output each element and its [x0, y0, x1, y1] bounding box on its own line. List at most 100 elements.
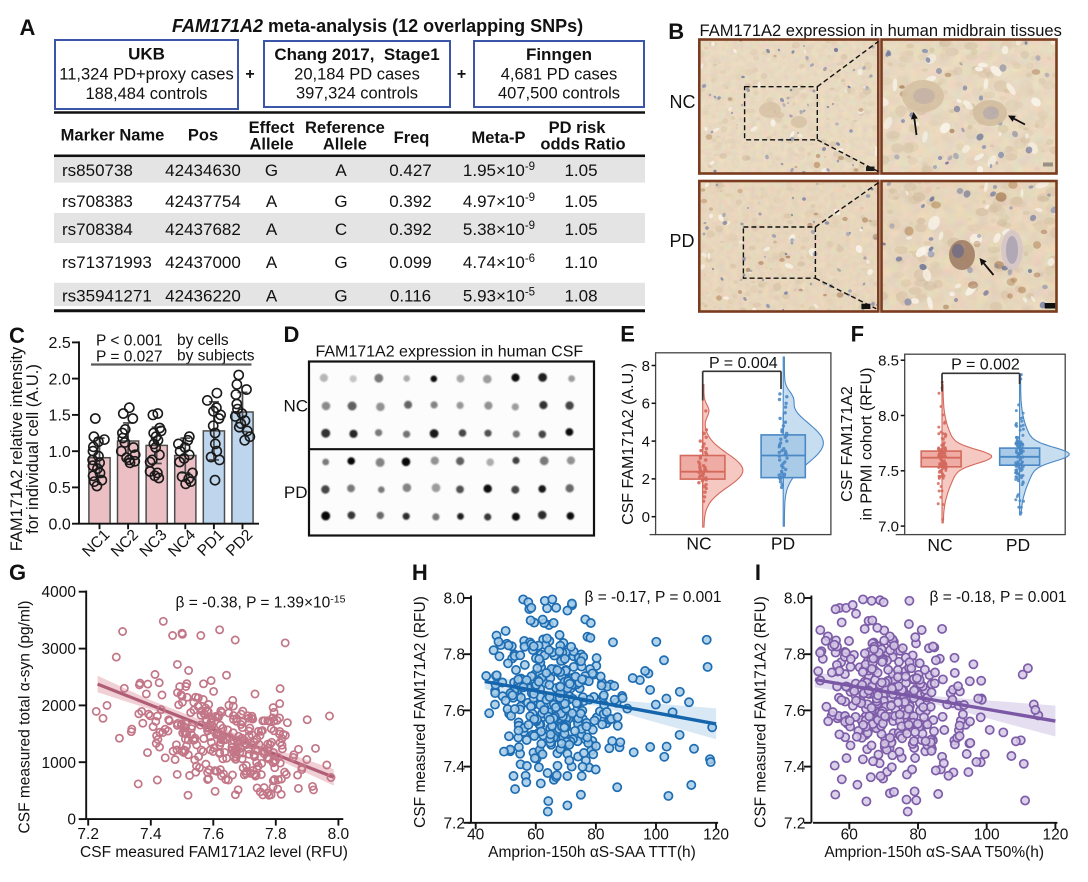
- svg-text:Reference: Reference: [305, 119, 385, 137]
- svg-text:7.2: 7.2: [77, 826, 99, 843]
- svg-text:P = 0.027: P = 0.027: [96, 349, 163, 366]
- svg-text:4.74×10-6: 4.74×10-6: [463, 253, 535, 272]
- svg-text:Effect: Effect: [249, 119, 295, 137]
- svg-text:0.392: 0.392: [389, 220, 432, 239]
- svg-text:42436220: 42436220: [165, 287, 241, 306]
- svg-text:Chang 2017, Stage1: Chang 2017, Stage1: [274, 45, 439, 64]
- svg-text:I: I: [755, 560, 761, 585]
- svg-text:G: G: [9, 560, 26, 585]
- svg-text:42437754: 42437754: [165, 192, 241, 211]
- svg-text:P = 0.004: P = 0.004: [709, 355, 778, 372]
- svg-text:2000: 2000: [42, 698, 77, 715]
- svg-text:NC: NC: [927, 535, 952, 555]
- svg-text:PD: PD: [284, 483, 308, 502]
- svg-text:PD risk: PD risk: [549, 119, 607, 137]
- svg-text:0: 0: [642, 509, 650, 526]
- svg-text:4.97×10-9: 4.97×10-9: [463, 192, 535, 211]
- svg-text:UKB: UKB: [128, 45, 165, 64]
- svg-text:G: G: [334, 192, 347, 211]
- svg-text:0.392: 0.392: [389, 192, 432, 211]
- svg-text:FAM171A2 meta-analysis (12 ove: FAM171A2 meta-analysis (12 overlapping S…: [172, 16, 583, 36]
- svg-text:β = -0.17, P = 0.001: β = -0.17, P = 0.001: [584, 589, 721, 606]
- svg-text:7.2: 7.2: [784, 815, 806, 832]
- svg-text:8.0: 8.0: [328, 826, 350, 843]
- svg-text:CSF measured FAM171A2 (RFU): CSF measured FAM171A2 (RFU): [412, 596, 429, 828]
- svg-text:1.0: 1.0: [49, 444, 71, 461]
- svg-text:β = -0.38, P = 1.39×10-15: β = -0.38, P = 1.39×10-15: [176, 594, 346, 612]
- svg-text:D: D: [284, 322, 300, 347]
- svg-text:20,184 PD cases: 20,184 PD cases: [294, 65, 420, 83]
- svg-text:407,500 controls: 407,500 controls: [498, 84, 620, 102]
- svg-text:C: C: [335, 220, 347, 239]
- svg-text:7.4: 7.4: [443, 759, 465, 776]
- svg-text:rs850738: rs850738: [62, 161, 133, 180]
- svg-text:in PPMI cohort (RFU): in PPMI cohort (RFU): [859, 368, 876, 521]
- svg-text:Meta-P: Meta-P: [471, 129, 525, 147]
- svg-text:for individual cell (A.U.): for individual cell (A.U.): [24, 364, 42, 534]
- svg-text:Amprion-150h αS-SAA T50%(h): Amprion-150h αS-SAA T50%(h): [824, 844, 1044, 861]
- svg-text:2.0: 2.0: [49, 371, 71, 388]
- svg-text:PD: PD: [771, 534, 795, 554]
- svg-text:NC: NC: [670, 92, 696, 112]
- svg-text:C: C: [9, 323, 25, 348]
- svg-text:0.5: 0.5: [49, 480, 71, 497]
- svg-text:NC: NC: [283, 396, 308, 415]
- svg-text:Finngen: Finngen: [526, 45, 592, 64]
- svg-text:Allele: Allele: [249, 135, 293, 153]
- svg-text:7.5: 7.5: [878, 463, 899, 480]
- svg-text:G: G: [334, 287, 347, 306]
- svg-text:1.95×10-9: 1.95×10-9: [463, 161, 535, 180]
- svg-text:7.8: 7.8: [443, 647, 465, 664]
- svg-text:7.6: 7.6: [784, 703, 806, 720]
- svg-text:7.4: 7.4: [784, 759, 806, 776]
- svg-text:11,324 PD+proxy cases: 11,324 PD+proxy cases: [59, 65, 233, 83]
- svg-text:E: E: [620, 322, 635, 347]
- svg-text:1.05: 1.05: [564, 161, 597, 180]
- svg-text:1.5: 1.5: [49, 408, 71, 425]
- svg-text:1.05: 1.05: [564, 192, 597, 211]
- svg-text:7.8: 7.8: [265, 826, 287, 843]
- svg-text:A: A: [266, 253, 278, 272]
- svg-text:60: 60: [841, 827, 859, 844]
- svg-text:CSF measured FAM171A2 level (R: CSF measured FAM171A2 level (RFU): [80, 844, 348, 861]
- svg-text:120: 120: [703, 827, 729, 844]
- svg-text:+: +: [457, 66, 466, 83]
- svg-text:1.05: 1.05: [564, 220, 597, 239]
- svg-text:7.0: 7.0: [878, 518, 899, 535]
- svg-text:7.8: 7.8: [784, 647, 806, 664]
- svg-text:NC: NC: [686, 534, 711, 554]
- svg-text:CSF measured FAM171A2 (RFU): CSF measured FAM171A2 (RFU): [752, 596, 769, 828]
- svg-text:P < 0.001: P < 0.001: [96, 333, 163, 350]
- svg-text:A: A: [266, 220, 278, 239]
- svg-text:7.6: 7.6: [203, 826, 225, 843]
- svg-text:Marker Name: Marker Name: [61, 126, 165, 144]
- svg-text:CSF FAM171A2 (A.U.): CSF FAM171A2 (A.U.): [620, 363, 637, 525]
- svg-text:PD: PD: [669, 231, 694, 251]
- svg-text:7.4: 7.4: [140, 826, 162, 843]
- svg-text:4: 4: [642, 433, 650, 450]
- svg-text:120: 120: [1042, 827, 1068, 844]
- svg-text:Freq: Freq: [394, 129, 430, 147]
- svg-text:β = -0.18, P = 0.001: β = -0.18, P = 0.001: [929, 589, 1066, 606]
- svg-text:0.0: 0.0: [49, 516, 71, 533]
- svg-text:80: 80: [587, 827, 605, 844]
- svg-text:A: A: [266, 192, 278, 211]
- svg-text:A: A: [20, 15, 36, 40]
- svg-text:8: 8: [642, 358, 650, 375]
- svg-text:188,484 controls: 188,484 controls: [85, 85, 207, 103]
- svg-text:8.0: 8.0: [878, 408, 899, 425]
- svg-text:1.08: 1.08: [564, 287, 597, 306]
- svg-text:0: 0: [67, 812, 76, 829]
- svg-text:4,681 PD cases: 4,681 PD cases: [501, 65, 617, 83]
- svg-text:8.0: 8.0: [784, 591, 806, 608]
- svg-text:A: A: [266, 287, 278, 306]
- svg-text:42437000: 42437000: [165, 253, 241, 272]
- svg-text:H: H: [412, 560, 428, 585]
- svg-text:42434630: 42434630: [165, 161, 241, 180]
- svg-text:FAM171A2 expression in human m: FAM171A2 expression in human midbrain ti…: [700, 22, 1062, 40]
- svg-text:4000: 4000: [42, 584, 77, 601]
- svg-text:rs35941271: rs35941271: [62, 287, 152, 306]
- svg-text:rs708384: rs708384: [62, 220, 133, 239]
- svg-text:rs71371993: rs71371993: [62, 253, 152, 272]
- svg-text:PD: PD: [1006, 535, 1030, 555]
